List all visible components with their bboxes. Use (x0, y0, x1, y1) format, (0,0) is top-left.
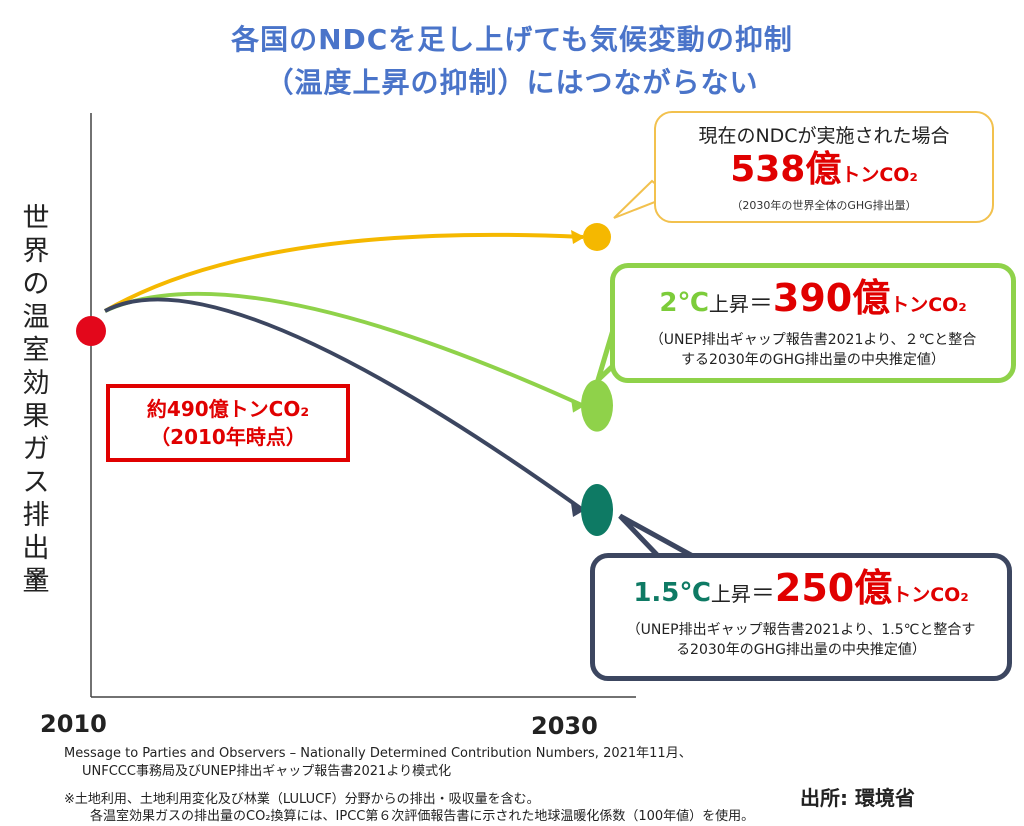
chart-title-line1: 各国のNDCを足し上げても気候変動の抑制 (231, 23, 793, 56)
ndc-callout-heading: 現在のNDCが実施された場合 (698, 125, 950, 147)
footnote-line4: 各温室効果ガスの排出量のCO₂換算には、IPCC第６次評価報告書に示された地球温… (90, 809, 755, 824)
two-c-rise: 上昇 (708, 292, 749, 316)
one-five-degree: 1.5℃ (633, 578, 711, 608)
two-c-equals: ＝ (748, 289, 773, 317)
one-five-note-line2: る2030年のGHG排出量の中央推定値） (676, 642, 926, 658)
one-five-note-line1: （UNEP排出ギャップ報告書2021より、1.5℃と整合す (626, 622, 976, 638)
series-end-point-1 (581, 379, 613, 432)
ndc-unit: トンCO₂ (841, 164, 918, 186)
one-five-callout: 1.5℃上昇＝250億トンCO₂ （UNEP排出ギャップ報告書2021より、1.… (590, 553, 1012, 681)
two-c-value: 390億 (772, 276, 891, 320)
one-five-unit: トンCO₂ (892, 584, 969, 606)
series-arrowhead-2 (571, 503, 585, 517)
chart-title-line2: （温度上昇の抑制）にはつながらない (265, 66, 759, 99)
one-five-headline: 1.5℃上昇＝250億トンCO₂ (595, 564, 1007, 620)
two-c-degree: 2℃ (659, 288, 709, 318)
ndc-callout-note: （2030年の世界全体のGHG排出量） (731, 199, 917, 212)
start-point (76, 316, 106, 346)
two-c-unit: トンCO₂ (890, 294, 967, 316)
two-c-note-line1: （UNEP排出ギャップ報告書2021より、２℃と整合 (649, 332, 977, 348)
two-c-note-line2: する2030年のGHG排出量の中央推定値） (681, 352, 945, 368)
start-value-text: 約490億トンCO₂ (146, 397, 310, 421)
series-arrowhead-0 (571, 230, 585, 244)
series-end-point-2 (581, 484, 613, 536)
x-tick-2010: 2010 (40, 710, 107, 738)
ndc-callout: 現在のNDCが実施された場合 538億トンCO₂ （2030年の世界全体のGHG… (654, 111, 994, 223)
series-line-2 (104, 297, 585, 512)
ndc-value: 538億 (730, 149, 842, 190)
ndc-callout-value-line: 538億トンCO₂ (656, 148, 992, 197)
one-five-equals: ＝ (750, 579, 775, 607)
y-axis-label: 世界の温室効果ガス排出量 (22, 203, 50, 597)
one-five-value: 250億 (774, 566, 893, 610)
series-end-point-0 (583, 223, 611, 251)
footnote-line1: Message to Parties and Observers – Natio… (64, 746, 692, 761)
start-year-text: （2010年時点） (150, 425, 306, 449)
y-axis-note: ※ (28, 565, 45, 589)
footnote-line2: UNFCCC事務局及びUNEP排出ギャップ報告書2021より模式化 (82, 764, 452, 779)
source-credit: 出所: 環境省 (800, 786, 915, 810)
start-value-label: 約490億トンCO₂ （2010年時点） (106, 384, 350, 462)
one-five-rise: 上昇 (710, 582, 751, 606)
footnote-line3: ※土地利用、土地利用変化及び林業（LULUCF）分野からの排出・吸収量を含む。 (64, 792, 540, 807)
series-line-0 (104, 232, 584, 313)
two-c-callout: 2℃上昇＝390億トンCO₂ （UNEP排出ギャップ報告書2021より、２℃と整… (610, 263, 1016, 383)
two-c-headline: 2℃上昇＝390億トンCO₂ (615, 274, 1011, 330)
series-arrowhead-1 (571, 398, 585, 413)
x-tick-2030: 2030 (531, 712, 598, 740)
